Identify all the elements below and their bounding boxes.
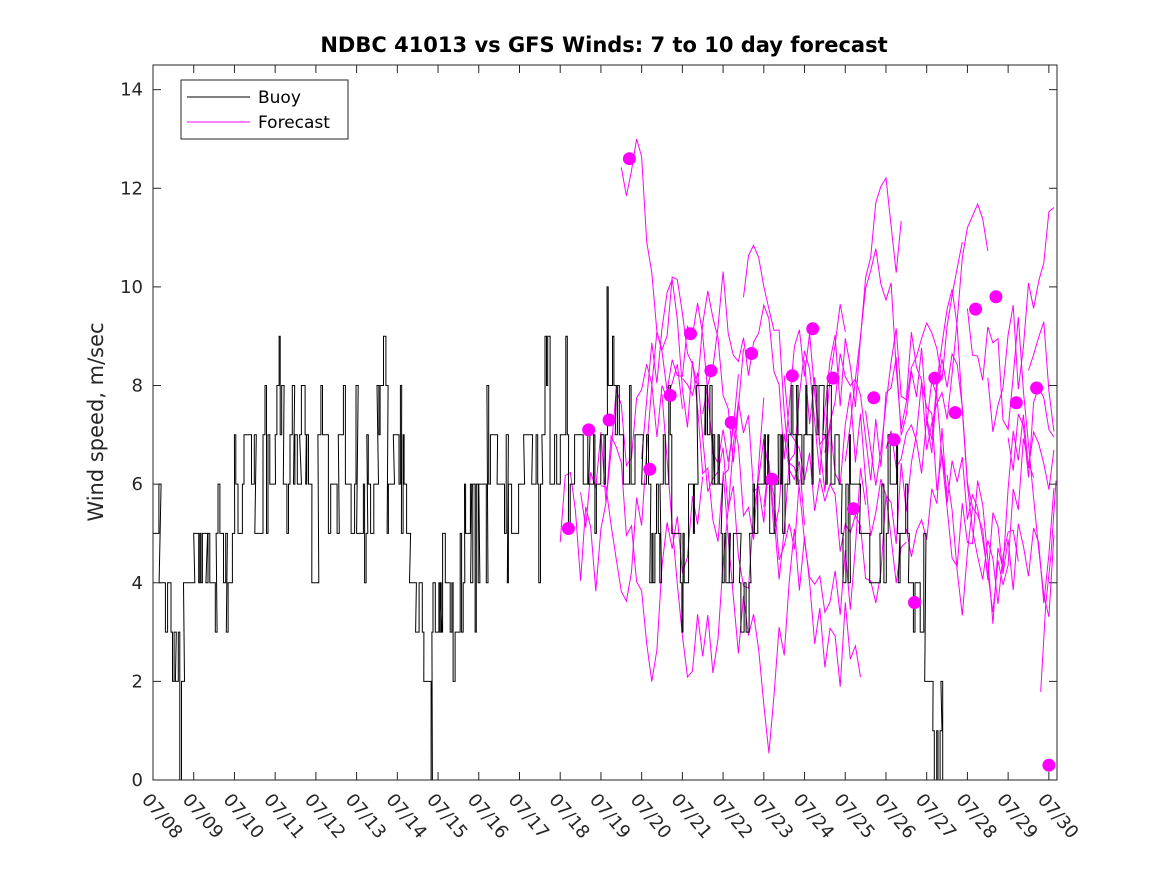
forecast-line (682, 372, 805, 533)
x-tick-label: 07/16 (463, 790, 512, 843)
x-tick-label: 07/23 (748, 790, 797, 843)
forecast-line (600, 302, 739, 603)
y-tick-label: 0 (132, 770, 143, 791)
forecast-line (804, 360, 948, 545)
forecast-marker (765, 472, 779, 486)
x-tick-label: 07/30 (1033, 790, 1082, 843)
x-tick-label: 07/29 (992, 790, 1041, 843)
x-tick-label: 07/24 (789, 790, 838, 843)
forecast-marker (561, 522, 575, 535)
forecast-marker (684, 327, 697, 341)
x-tick-label: 07/17 (504, 790, 553, 843)
forecast-line (702, 271, 846, 460)
x-tick-label: 07/22 (707, 790, 756, 843)
legend: Buoy Forecast (180, 79, 349, 140)
legend-box (180, 79, 349, 140)
forecast-marker (1030, 381, 1044, 395)
forecast-line (580, 432, 704, 682)
forecast-marker (806, 322, 820, 336)
forecast-line (844, 347, 973, 508)
x-tick-label: 07/19 (585, 790, 634, 843)
buoy-line (153, 286, 950, 780)
forecast-marker (887, 433, 901, 447)
x-tick-label: 07/08 (137, 790, 186, 843)
forecast-line (1040, 480, 1057, 692)
forecast-series (559, 138, 1057, 754)
forecast-marker (724, 416, 738, 429)
y-tick-label: 2 (132, 671, 143, 692)
forecast-marker (1009, 396, 1023, 410)
x-tick-label: 07/18 (544, 790, 593, 843)
forecast-line (559, 364, 683, 592)
forecast-marker (969, 302, 983, 316)
forecast-marker (602, 413, 616, 427)
forecast-marker (785, 369, 799, 383)
forecast-line (743, 244, 867, 615)
x-tick-label: 07/09 (178, 790, 227, 843)
y-axis-label: Wind speed, m/sec (84, 322, 108, 521)
forecast-line (1028, 321, 1055, 432)
forecast-marker (704, 364, 718, 378)
x-tick-label: 07/13 (341, 790, 390, 843)
chart-title: NDBC 41013 vs GFS Winds: 7 to 10 day for… (320, 33, 887, 57)
forecast-marker (928, 371, 942, 385)
forecast-line (987, 207, 1055, 432)
forecast-line (946, 474, 1055, 616)
x-tick-label: 07/20 (626, 790, 675, 843)
y-tick-label: 4 (132, 573, 143, 594)
forecast-line (661, 394, 800, 679)
legend-forecast-label: Forecast (258, 113, 330, 133)
forecast-line (885, 289, 1019, 605)
forecast-marker (622, 152, 636, 166)
forecast-line (865, 202, 989, 486)
x-tick-label: 07/10 (219, 790, 268, 843)
x-tick-label: 07/15 (422, 790, 471, 843)
forecast-line (620, 138, 744, 463)
legend-buoy-label: Buoy (258, 88, 301, 108)
x-tick-label: 07/26 (870, 790, 919, 843)
x-tick-label: 07/14 (381, 790, 430, 843)
y-tick-label: 6 (132, 474, 143, 495)
x-tick-label: 07/25 (829, 790, 878, 843)
buoy-series (153, 286, 950, 780)
forecast-marker (643, 462, 657, 476)
forecast-line (905, 427, 1035, 613)
x-tick-label: 07/11 (259, 790, 308, 843)
forecast-line (926, 380, 1055, 624)
forecast-markers (561, 152, 1056, 772)
forecast-marker (1042, 758, 1056, 772)
forecast-marker (989, 290, 1003, 304)
x-tick-label: 07/12 (300, 790, 349, 843)
forecast-marker (663, 388, 677, 402)
forecast-line (1007, 386, 1055, 478)
forecast-marker (908, 596, 921, 609)
forecast-line (763, 176, 902, 580)
forecast-marker (745, 347, 759, 360)
y-tick-label: 12 (120, 178, 143, 199)
x-tick-label: 07/28 (952, 790, 1001, 843)
forecast-line (641, 279, 765, 542)
y-tick-label: 14 (120, 80, 143, 101)
x-tick-label: 07/27 (911, 790, 960, 843)
forecast-marker (846, 502, 860, 516)
x-tick-label: 07/21 (667, 790, 716, 843)
forecast-marker (867, 391, 881, 405)
plot-frame (152, 64, 1058, 781)
y-tick-label: 10 (120, 277, 143, 298)
forecast-marker (582, 423, 596, 437)
y-tick-label: 8 (132, 376, 143, 397)
forecast-marker (948, 406, 962, 420)
forecast-marker (826, 371, 840, 385)
